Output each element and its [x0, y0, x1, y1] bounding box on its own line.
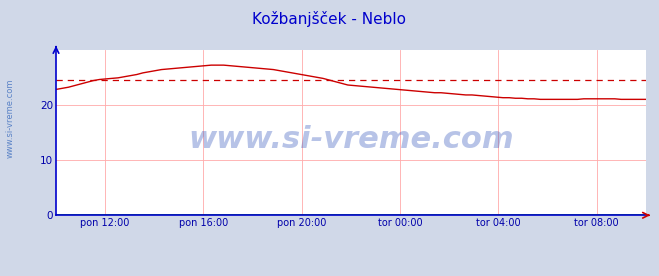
Text: www.si-vreme.com: www.si-vreme.com — [5, 79, 14, 158]
Text: www.si-vreme.com: www.si-vreme.com — [188, 124, 514, 154]
Text: Kožbanjšček - Neblo: Kožbanjšček - Neblo — [252, 11, 407, 27]
